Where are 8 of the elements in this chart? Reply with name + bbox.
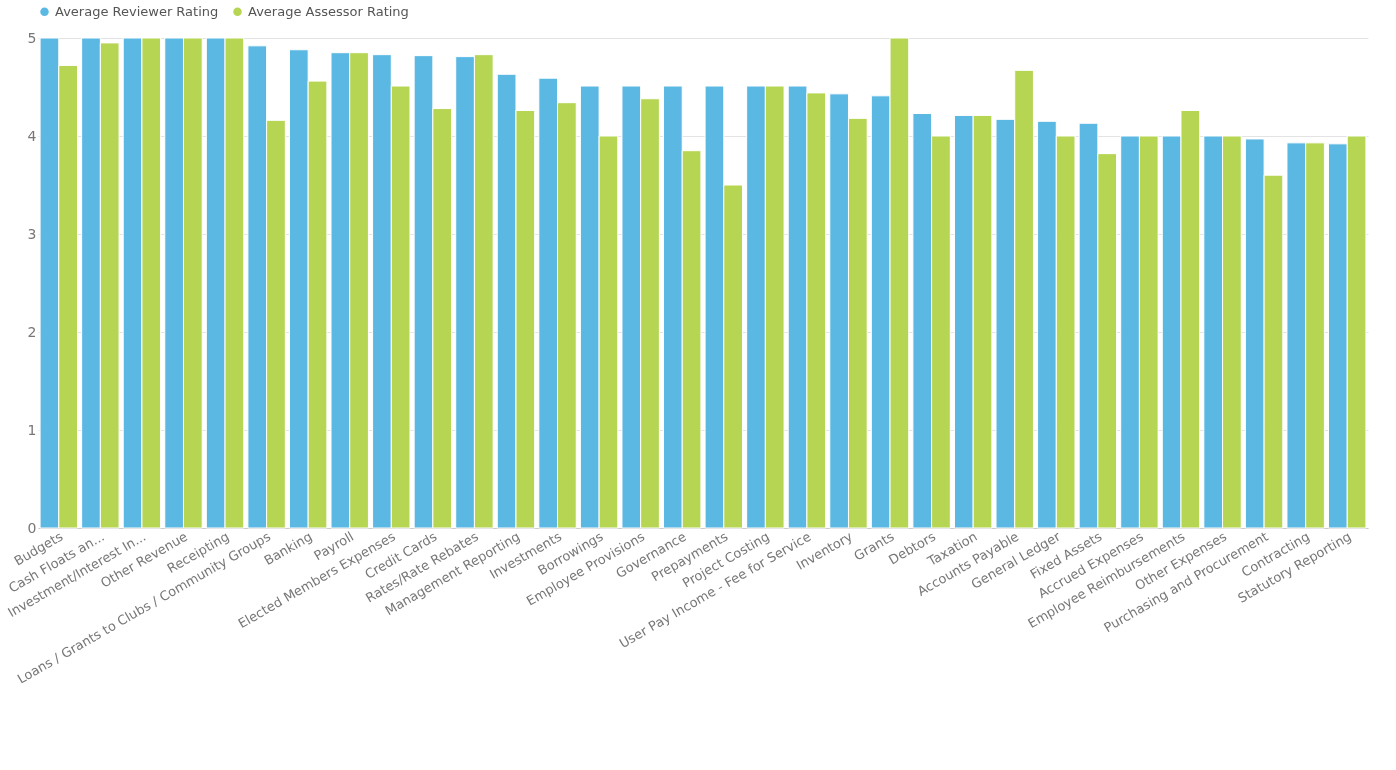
y-tick-label: 1 [27, 421, 37, 438]
y-tick-label: 0 [27, 519, 37, 536]
y-tick-label: 4 [27, 127, 37, 144]
y-tick-label: 3 [27, 225, 37, 242]
legend-label: Average Reviewer Rating [55, 3, 219, 19]
legend-label: Average Assessor Rating [248, 3, 409, 19]
y-tick-label: 5 [27, 29, 37, 46]
y-tick-label: 2 [27, 323, 37, 340]
